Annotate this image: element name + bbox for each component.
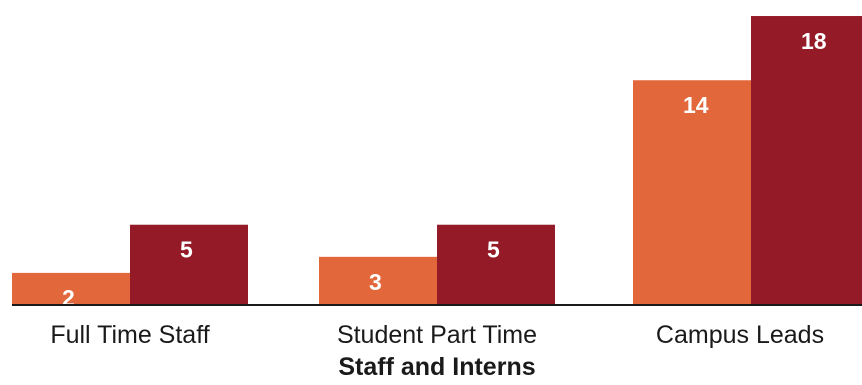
bar-value-label: 14 [683,92,709,118]
category-label: Full Time Staff [50,321,209,349]
bar-red-2 [437,224,555,305]
category-labels-group: Full Time Staff Student Part Time Campus L… [50,321,824,349]
x-axis-title: Staff and Interns [338,353,535,381]
bar-value-label: 5 [487,237,500,263]
bar-red-1 [130,224,248,305]
bar-value-label: 2 [62,285,75,311]
bar-value-label: 18 [801,28,827,54]
bar-orange-3 [633,80,751,305]
category-label: Student Part Time [337,321,537,349]
bar-red-3 [751,16,862,305]
bar-orange-2 [319,256,437,305]
bar-value-label: 3 [369,269,382,295]
category-label: Campus Leads [656,321,824,349]
bar-orange-1 [12,272,130,305]
bar-value-label: 5 [180,237,193,263]
bars-group [12,16,862,305]
